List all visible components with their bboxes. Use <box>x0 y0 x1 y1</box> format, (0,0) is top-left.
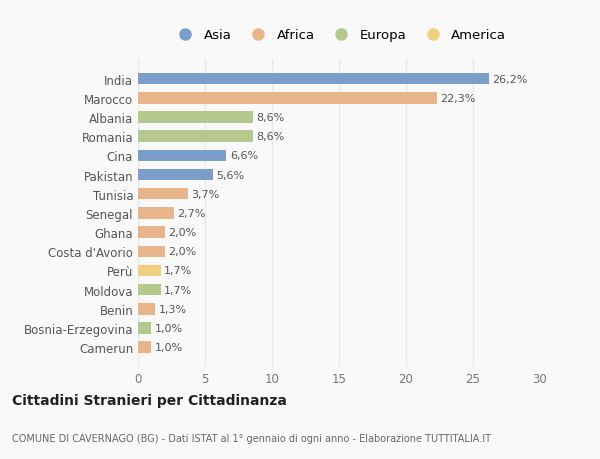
Text: 22,3%: 22,3% <box>440 94 476 104</box>
Text: 8,6%: 8,6% <box>257 113 285 123</box>
Text: 26,2%: 26,2% <box>493 74 528 84</box>
Bar <box>138 342 151 353</box>
Text: 1,7%: 1,7% <box>164 285 193 295</box>
Text: 1,0%: 1,0% <box>155 323 183 333</box>
Bar <box>138 112 253 123</box>
Bar <box>138 189 188 200</box>
Bar <box>138 169 213 181</box>
Bar <box>138 227 165 238</box>
Bar <box>138 265 161 277</box>
Text: 1,7%: 1,7% <box>164 266 193 276</box>
Bar <box>138 131 253 143</box>
Text: 3,7%: 3,7% <box>191 189 219 199</box>
Bar <box>138 246 165 257</box>
Text: 8,6%: 8,6% <box>257 132 285 142</box>
Legend: Asia, Africa, Europa, America: Asia, Africa, Europa, America <box>172 29 506 42</box>
Bar <box>138 93 437 104</box>
Text: 5,6%: 5,6% <box>217 170 245 180</box>
Text: 2,0%: 2,0% <box>168 247 196 257</box>
Bar <box>138 323 151 334</box>
Text: 2,7%: 2,7% <box>178 208 206 218</box>
Text: 1,0%: 1,0% <box>155 342 183 353</box>
Text: 6,6%: 6,6% <box>230 151 258 161</box>
Bar <box>138 207 174 219</box>
Bar <box>138 150 226 162</box>
Bar <box>138 73 489 85</box>
Bar <box>138 303 155 315</box>
Text: 2,0%: 2,0% <box>168 228 196 238</box>
Text: COMUNE DI CAVERNAGO (BG) - Dati ISTAT al 1° gennaio di ogni anno - Elaborazione : COMUNE DI CAVERNAGO (BG) - Dati ISTAT al… <box>12 433 491 442</box>
Bar <box>138 284 161 296</box>
Text: Cittadini Stranieri per Cittadinanza: Cittadini Stranieri per Cittadinanza <box>12 393 287 407</box>
Text: 1,3%: 1,3% <box>159 304 187 314</box>
